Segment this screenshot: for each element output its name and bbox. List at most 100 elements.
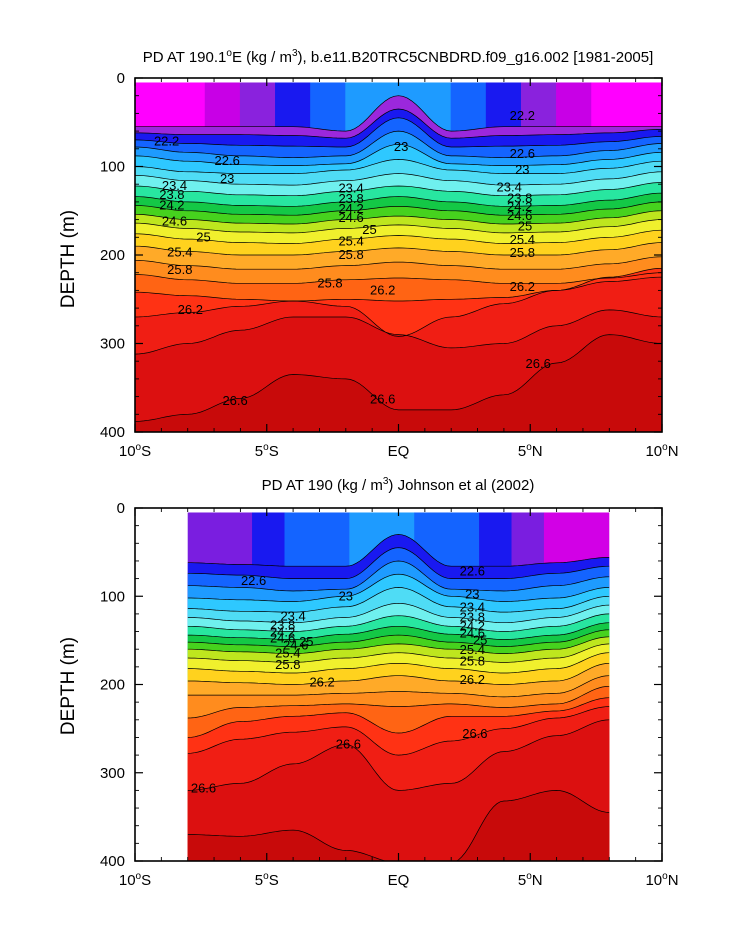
contour-line xyxy=(135,267,662,302)
contour-label: 26.2 xyxy=(460,672,485,687)
contour-label: 23.4 xyxy=(460,600,485,615)
contour-label: 26.6 xyxy=(462,726,487,741)
contour-label: 22.2 xyxy=(510,108,535,123)
x-tick-label: 5oS xyxy=(255,442,279,460)
contour-line xyxy=(135,309,662,355)
y-tick-label: 100 xyxy=(100,588,125,605)
contour-label: 25.4 xyxy=(460,642,485,657)
contour-label: 23.4 xyxy=(338,181,363,196)
title-sup-1: o xyxy=(226,48,232,59)
contour-line xyxy=(187,662,610,685)
contour-label: 22.6 xyxy=(460,564,485,579)
contour-label: 26.2 xyxy=(178,302,203,317)
contour-line xyxy=(187,675,610,698)
x-tick-degree: o xyxy=(526,442,532,453)
y-tick-label: 400 xyxy=(100,424,125,441)
contour-label: 25 xyxy=(473,632,487,647)
x-tick-label: 10oS xyxy=(119,871,151,889)
contour-label: 24.2 xyxy=(507,199,532,214)
x-tick-degree: o xyxy=(263,871,269,882)
contour-line xyxy=(187,790,610,861)
contour-line xyxy=(187,636,610,654)
x-tick-hemisphere: N xyxy=(532,872,543,889)
contour-label: 25.8 xyxy=(317,275,342,290)
contour-line xyxy=(187,560,610,592)
x-tick-label: 10oN xyxy=(645,442,678,460)
panel-title: PD AT 190.1oE (kg / m3), b.e11.B20TRC5CN… xyxy=(143,48,654,66)
contour-label: 25 xyxy=(518,219,532,234)
contour-label: 23.8 xyxy=(159,187,184,202)
x-tick-value: 10 xyxy=(119,872,136,889)
contour-line xyxy=(187,652,610,674)
contour-line xyxy=(187,622,610,640)
contour-label: 22.2 xyxy=(154,134,179,149)
x-tick-degree: o xyxy=(263,442,269,453)
contour-label: 25.4 xyxy=(510,232,535,247)
contour-label: 23.4 xyxy=(162,178,187,193)
contour-label: 24.2 xyxy=(159,197,184,212)
x-tick-degree: o xyxy=(662,442,668,453)
x-tick-hemisphere: N xyxy=(668,443,679,460)
contour-line xyxy=(187,534,610,567)
contour-line xyxy=(135,219,662,234)
y-tick-label: 400 xyxy=(100,853,125,870)
contour-label: 26.6 xyxy=(526,356,551,371)
y-tick-label: 100 xyxy=(100,159,125,176)
contour-line xyxy=(187,643,610,663)
contour-label: 24.2 xyxy=(338,201,363,216)
contour-line xyxy=(135,242,662,256)
contour-label: 25.4 xyxy=(167,244,192,259)
x-tick-label: 5oN xyxy=(518,442,543,460)
contour-line xyxy=(187,613,610,632)
observed-density-panel: PD AT 190 (kg / m3) Johnson et al (2002)… xyxy=(58,476,679,889)
title-prefix: PD AT 190 (kg / m xyxy=(262,477,383,494)
contour-line xyxy=(135,182,662,197)
contour-label: 26.6 xyxy=(336,737,361,752)
contour-line xyxy=(135,159,662,174)
contour-line xyxy=(135,95,662,132)
x-tick-label: EQ xyxy=(388,872,410,889)
contour-label: 24.6 xyxy=(338,210,363,225)
contour-label: 25 xyxy=(299,634,313,649)
contour-line xyxy=(135,130,662,159)
contour-label: 23 xyxy=(515,162,529,177)
contour-label: 22.6 xyxy=(241,573,266,588)
contour-line xyxy=(187,719,610,791)
contour-label: 23.4 xyxy=(497,180,522,195)
contour-label: 26.6 xyxy=(370,391,395,406)
title-mid: E (kg / m xyxy=(232,49,292,66)
x-tick-label: EQ xyxy=(388,443,410,460)
contour-line xyxy=(187,629,610,647)
x-tick-hemisphere: S xyxy=(141,443,151,460)
contour-line xyxy=(135,144,662,166)
title-prefix: PD AT 190.1 xyxy=(143,49,227,66)
x-tick-value: 5 xyxy=(518,872,526,889)
contour-label: 25.8 xyxy=(167,262,192,277)
x-tick-label: 5oN xyxy=(518,871,543,889)
contour-label: 24.6 xyxy=(162,213,187,228)
contour-label: 22.6 xyxy=(510,146,535,161)
contour-line xyxy=(135,201,662,216)
contour-label: 25 xyxy=(196,229,210,244)
contour-line xyxy=(187,685,610,719)
title-mid: ) Johnson et al (2002) xyxy=(388,477,534,494)
contour-label: 24.6 xyxy=(283,638,308,653)
x-tick-degree: o xyxy=(136,442,142,453)
contour-line xyxy=(135,272,662,284)
panel-title: PD AT 190 (kg / m3) Johnson et al (2002) xyxy=(262,476,535,494)
contour-line xyxy=(135,192,662,207)
contour-label: 23.8 xyxy=(338,191,363,206)
contour-label: 23 xyxy=(465,587,479,602)
contour-label: 24.6 xyxy=(270,631,295,646)
y-tick-label: 0 xyxy=(117,70,125,87)
x-tick-label: 10oS xyxy=(119,442,151,460)
x-tick-value: 5 xyxy=(255,872,263,889)
x-tick-degree: o xyxy=(136,871,142,882)
x-tick-degree: o xyxy=(526,871,532,882)
x-tick-value: 5 xyxy=(518,443,526,460)
contour-line xyxy=(135,276,662,337)
contour-label: 25.8 xyxy=(338,247,363,262)
contour-label: 23.8 xyxy=(507,190,532,205)
x-tick-hemisphere: N xyxy=(532,443,543,460)
